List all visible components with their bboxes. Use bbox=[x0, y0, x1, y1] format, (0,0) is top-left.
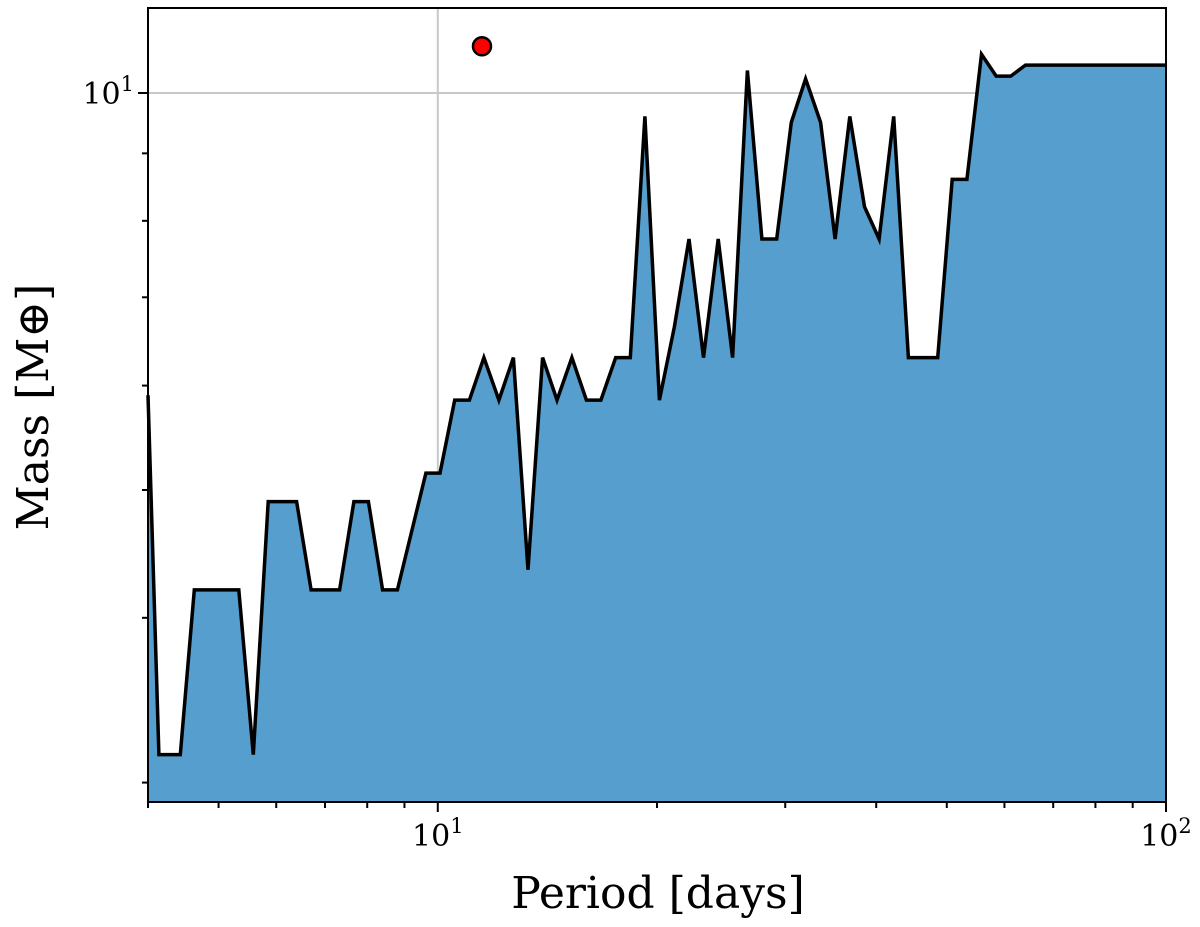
x-tick-label: 101 bbox=[412, 814, 464, 854]
y-axis-label-text: Mass [M⊕] bbox=[8, 284, 59, 531]
y-axis-ticks: 101 bbox=[82, 72, 148, 784]
planet-points bbox=[471, 36, 493, 57]
planet-point bbox=[471, 36, 493, 57]
y-tick-label: 101 bbox=[82, 72, 134, 112]
detection-limit-line bbox=[146, 49, 1166, 757]
x-axis-ticks: 101 102 bbox=[147, 802, 1192, 854]
detection-limit-area bbox=[148, 54, 1166, 803]
y-axis-label: Mass [M⊕] bbox=[8, 284, 59, 531]
x-tick-label: 102 bbox=[1140, 814, 1192, 854]
x-axis-label: Period [days] bbox=[511, 868, 805, 919]
